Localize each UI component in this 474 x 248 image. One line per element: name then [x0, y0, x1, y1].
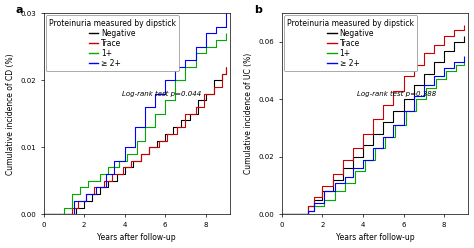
Text: Log-rank test p=0.388: Log-rank test p=0.388: [356, 91, 436, 97]
Y-axis label: Cumulative incidence of CD (%): Cumulative incidence of CD (%): [6, 53, 15, 175]
Text: a: a: [16, 5, 23, 15]
Legend: Negative, Trace, 1+, ≥ 2+: Negative, Trace, 1+, ≥ 2+: [46, 15, 179, 71]
X-axis label: Years after follow-up: Years after follow-up: [336, 233, 414, 243]
Text: Log-rank test p=0.044: Log-rank test p=0.044: [122, 91, 201, 97]
Y-axis label: Cumulative incidence of UC (%): Cumulative incidence of UC (%): [244, 53, 253, 174]
Legend: Negative, Trace, 1+, ≥ 2+: Negative, Trace, 1+, ≥ 2+: [284, 15, 417, 71]
X-axis label: Years after follow-up: Years after follow-up: [98, 233, 176, 243]
Text: b: b: [254, 5, 262, 15]
